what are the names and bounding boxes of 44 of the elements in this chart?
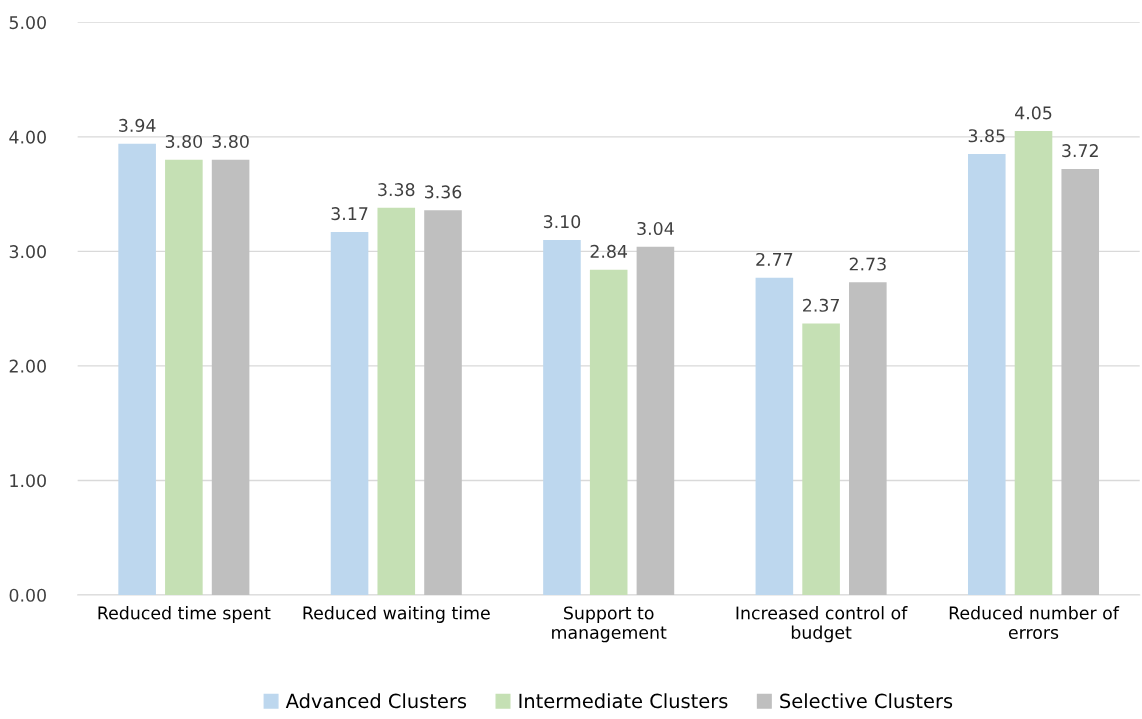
data-label: 3.04 [637,221,674,236]
data-label: 2.37 [803,298,839,312]
data-label: 3.17 [331,207,368,221]
bar [589,269,628,595]
y-tick-label: 5.00 [9,16,46,30]
bar [1061,168,1100,595]
bar [211,159,250,595]
bar [1014,131,1053,595]
legend-label: Intermediate Clusters [519,693,728,709]
data-label: 2.77 [756,252,793,266]
bar [330,231,369,595]
bar [636,246,675,595]
bar [377,207,416,595]
data-label: 4.05 [1015,106,1052,120]
x-tick-label: Reduced time spent [98,606,271,623]
bar [849,282,887,595]
x-tick-label: Increased control of budget [736,606,908,643]
bar [755,277,794,595]
bar [165,159,203,595]
legend-label: Advanced Clusters [285,693,467,709]
data-label: 3.38 [378,183,415,197]
bar [118,143,156,595]
y-tick-label: 1.00 [10,474,46,488]
data-label: 3.94 [119,118,156,132]
data-label: 3.72 [1062,144,1098,158]
data-label: 2.84 [590,244,628,258]
x-tick-label: Support to management [552,606,667,643]
data-label: 3.80 [212,134,249,149]
data-label: 3.10 [543,215,581,229]
y-tick-label: 0.00 [9,588,46,602]
legend-label: Selective Clusters [780,693,953,709]
data-label: 3.36 [425,185,462,199]
data-label: 2.73 [849,257,886,271]
bar [967,154,1006,595]
y-tick-label: 2.00 [9,359,46,373]
bar [802,323,840,595]
data-label: 3.80 [165,134,203,149]
x-tick-label: Reduced number of errors [949,606,1120,639]
bar [424,210,462,595]
y-tick-label: 3.00 [9,245,46,259]
x-tick-label: Reduced waiting time [303,606,490,623]
bar [543,239,581,595]
data-label: 3.85 [968,129,1005,143]
y-tick-label: 4.00 [9,130,46,144]
